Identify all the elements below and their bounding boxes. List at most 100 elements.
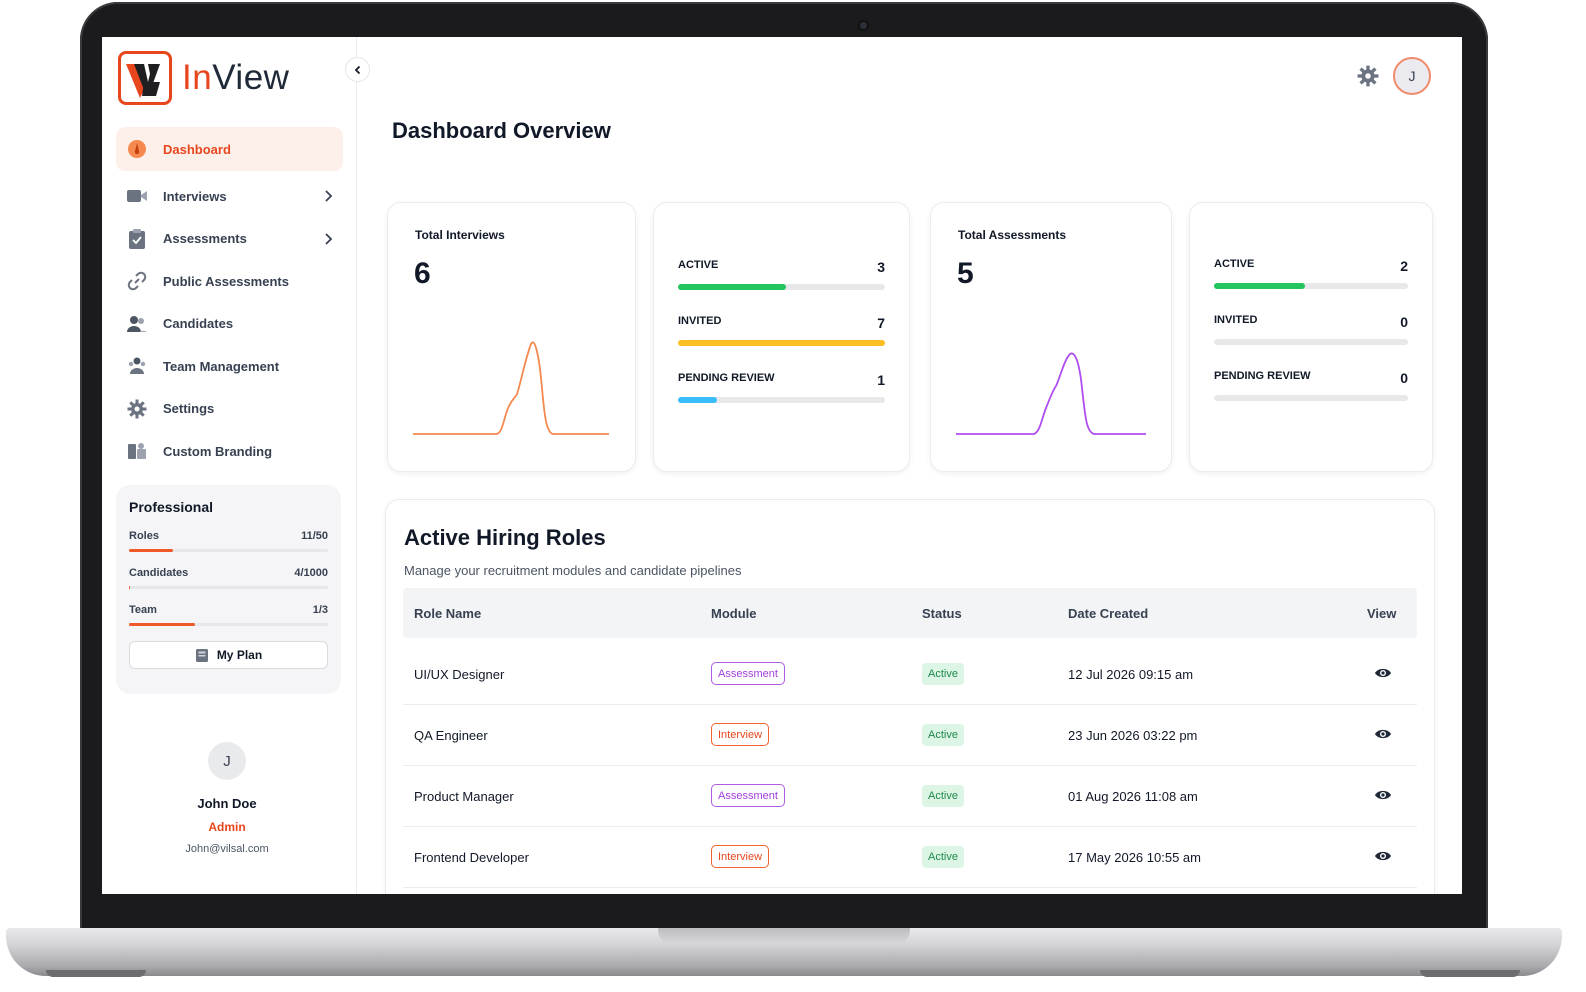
plan-usage-track <box>129 623 328 626</box>
sidebar-item-public-assessments[interactable]: Public Assessments <box>116 260 343 302</box>
sidebar-item-custom-branding[interactable]: Custom Branding <box>116 430 343 472</box>
laptop-foot <box>46 970 146 977</box>
breakdown-count: 0 <box>1400 314 1408 330</box>
table-row[interactable]: Frontend Developer Interview Active 17 M… <box>403 827 1417 888</box>
total-interviews-card[interactable]: Total Interviews 6 <box>387 202 636 472</box>
logo-mark-icon <box>118 51 172 105</box>
interviews-breakdown-card: ACTIVE 3 INVITED 7 PENDING REVIEW 1 <box>653 202 910 472</box>
column-header-date-created[interactable]: Date Created <box>1068 606 1149 621</box>
plan-usage-label: Roles <box>129 530 159 542</box>
plan-usage-row: Roles 11/50 <box>129 530 328 552</box>
logo-text-accent: In <box>182 58 213 97</box>
laptop-foot <box>1420 970 1520 977</box>
sidebar-item-label: Public Assessments <box>163 273 289 289</box>
breakdown-label: PENDING REVIEW <box>678 372 775 384</box>
sidebar-item-candidates[interactable]: Candidates <box>116 303 343 345</box>
sidebar-item-label: Dashboard <box>163 141 231 157</box>
breakdown-count: 7 <box>877 315 885 331</box>
breakdown-label: ACTIVE <box>678 259 719 271</box>
breakdown-label: PENDING REVIEW <box>1214 370 1311 382</box>
stat-value: 5 <box>957 257 974 290</box>
date-created: 12 Jul 2026 09:15 am <box>1068 667 1194 682</box>
sidebar-item-team-management[interactable]: Team Management <box>116 345 343 387</box>
my-plan-button[interactable]: My Plan <box>129 641 328 669</box>
table-row[interactable]: UI/UX Designer Assessment Active 12 Jul … <box>403 644 1417 705</box>
sidebar-item-settings[interactable]: Settings <box>116 388 343 430</box>
breakdown-fill <box>1214 283 1306 289</box>
logo-text: InView <box>182 58 289 98</box>
view-eye-icon[interactable] <box>1374 849 1392 868</box>
plan-usage-value: 11/50 <box>301 530 328 542</box>
plan-usage-track <box>129 549 328 552</box>
clipboard-check-icon <box>126 228 148 250</box>
chevron-right-icon <box>323 189 333 207</box>
header-avatar[interactable]: J <box>1393 57 1431 95</box>
stat-label: Total Interviews <box>415 228 505 242</box>
table-row[interactable]: QA Engineer Interview Active 23 Jun 2026… <box>403 705 1417 766</box>
view-eye-icon[interactable] <box>1374 727 1392 746</box>
sidebar-item-interviews[interactable]: Interviews <box>116 175 343 217</box>
user-profile: J John Doe Admin John@vilsal.com <box>102 742 352 855</box>
plan-usage-card: Professional Roles 11/50 Candidates 4/1000… <box>116 485 341 694</box>
table-row[interactable]: Product Manager Assessment Active 01 Aug… <box>403 766 1417 827</box>
stat-value: 6 <box>414 257 431 290</box>
plan-usage-value: 4/1000 <box>294 567 328 579</box>
date-created: 01 Aug 2026 11:08 am <box>1068 789 1198 804</box>
sparkline-path <box>413 341 609 435</box>
plan-usage-fill <box>129 586 130 589</box>
sidebar-item-label: Assessments <box>163 231 247 246</box>
total-assessments-card[interactable]: Total Assessments 5 <box>930 202 1172 472</box>
branding-icon <box>126 440 148 462</box>
assessments-sparkline <box>956 352 1146 435</box>
app-screen: InView Dashboard Interviews Assess <box>102 37 1462 894</box>
column-header-status[interactable]: Status <box>922 606 962 621</box>
sidebar-item-assessments[interactable]: Assessments <box>116 218 343 260</box>
plan-book-icon <box>195 648 208 662</box>
role-name: Frontend Developer <box>414 850 529 865</box>
active-hiring-roles-panel: Active Hiring Roles Manage your recruitm… <box>385 499 1435 894</box>
table-header: Role Name Module Status Date Created Vie… <box>403 588 1417 638</box>
plan-usage-label: Candidates <box>129 567 189 579</box>
column-header-role-name[interactable]: Role Name <box>414 606 482 621</box>
sidebar-item-dashboard[interactable]: Dashboard <box>116 127 343 171</box>
avatar[interactable]: J <box>208 742 246 780</box>
app-logo[interactable]: InView <box>118 51 289 105</box>
module-badge: Assessment <box>711 662 785 685</box>
plan-title: Professional <box>129 499 214 515</box>
status-badge: Active <box>922 846 964 868</box>
breakdown-fill <box>678 397 718 403</box>
interviews-sparkline <box>413 341 609 435</box>
team-icon <box>126 355 148 377</box>
status-badge: Active <box>922 785 964 807</box>
dashboard-gauge-icon <box>126 138 148 160</box>
chevron-right-icon <box>323 232 333 250</box>
sparkline-path <box>956 352 1146 435</box>
status-badge: Active <box>922 663 964 685</box>
breakdown-track <box>678 397 885 403</box>
profile-name: John Doe <box>197 796 257 811</box>
view-eye-icon[interactable] <box>1374 666 1392 685</box>
status-badge: Active <box>922 724 964 746</box>
breakdown-track <box>1214 283 1408 289</box>
breakdown-label: ACTIVE <box>1214 258 1255 270</box>
module-badge: Interview <box>711 845 770 868</box>
assessments-breakdown-card: ACTIVE 2 INVITED 0 PENDING REVIEW 0 <box>1189 202 1433 472</box>
breakdown-track <box>1214 395 1408 401</box>
breakdown-row: INVITED 0 <box>1214 314 1408 345</box>
column-header-module[interactable]: Module <box>711 606 757 621</box>
breakdown-count: 1 <box>877 372 885 388</box>
breakdown-fill <box>678 340 885 346</box>
date-created: 23 Jun 2026 03:22 pm <box>1068 728 1198 743</box>
sidebar-item-label: Settings <box>163 401 215 416</box>
sidebar-collapse-button[interactable] <box>345 57 370 82</box>
my-plan-label: My Plan <box>216 648 263 662</box>
profile-email: John@vilsal.com <box>185 843 269 855</box>
plan-usage-value: 1/3 <box>312 604 328 616</box>
settings-gear-button[interactable] <box>1357 65 1379 92</box>
date-created: 17 May 2026 10:55 am <box>1068 850 1201 865</box>
stat-label: Total Assessments <box>958 228 1067 242</box>
view-eye-icon[interactable] <box>1374 788 1392 807</box>
sidebar-item-label: Candidates <box>163 316 234 331</box>
sidebar-item-label: Team Management <box>163 358 280 374</box>
page-title: Dashboard Overview <box>392 118 611 143</box>
